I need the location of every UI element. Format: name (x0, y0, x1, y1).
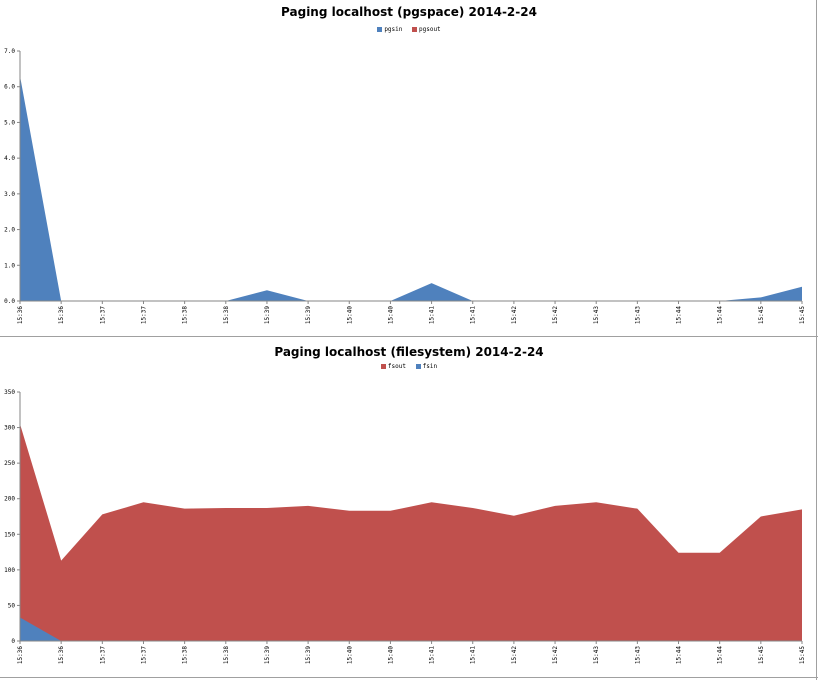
legend-swatch (380, 364, 386, 369)
x-tick-label: 15:36 (58, 646, 65, 664)
x-tick-label: 15:45 (758, 646, 765, 664)
panel-divider (0, 336, 818, 337)
y-tick-label: 5.0 (4, 119, 15, 126)
x-tick-label: 15:44 (676, 646, 683, 664)
x-tick-label: 15:44 (717, 306, 724, 324)
x-tick-label: 15:36 (17, 646, 24, 664)
panel-divider (0, 677, 818, 678)
y-tick-label: 1.0 (4, 262, 15, 269)
x-tick-label: 15:43 (593, 646, 600, 664)
legend-entry-fsin: fsin (415, 363, 438, 370)
pgspace-chart-panel: Paging localhost (pgspace) 2014-2-24 pgs… (0, 0, 818, 337)
legend-swatch (415, 364, 421, 369)
legend-swatch (412, 27, 417, 32)
legend-entry-pgsout: pgsout (412, 26, 441, 33)
x-tick-label: 15:38 (223, 306, 230, 324)
x-tick-label: 15:39 (305, 646, 312, 664)
x-tick-label: 15:38 (182, 646, 189, 664)
legend-entry-pgsin: pgsin (377, 26, 402, 33)
x-tick-label: 15:41 (470, 646, 477, 664)
x-tick-label: 15:45 (758, 306, 765, 324)
frame-border (816, 0, 817, 680)
legend-label: fsout (387, 363, 406, 370)
x-tick-label: 15:40 (346, 646, 353, 664)
y-tick-label: 4.0 (4, 155, 15, 162)
y-tick-label: 0 (11, 638, 15, 645)
x-tick-label: 15:44 (676, 306, 683, 324)
x-tick-label: 15:38 (223, 646, 230, 664)
chart-legend: fsout fsin (0, 363, 818, 370)
y-tick-label: 200 (4, 496, 15, 503)
x-tick-label: 15:36 (17, 306, 24, 324)
x-tick-label: 15:45 (799, 306, 806, 324)
x-tick-label: 15:40 (387, 646, 394, 664)
y-tick-label: 3.0 (4, 191, 15, 198)
x-tick-label: 15:37 (99, 646, 106, 664)
watermark (310, 682, 313, 696)
legend-label: pgsin (384, 26, 403, 33)
x-tick-label: 15:41 (470, 306, 477, 324)
x-tick-label: 15:36 (58, 306, 65, 324)
series-area-pgsin (20, 76, 802, 301)
x-tick-label: 15:37 (99, 306, 106, 324)
x-tick-label: 15:44 (717, 646, 724, 664)
chart-title: Paging localhost (pgspace) 2014-2-24 (281, 5, 537, 19)
x-tick-label: 15:39 (264, 646, 271, 664)
chart-legend: pgsin pgsout (0, 26, 818, 33)
y-tick-label: 0.0 (4, 298, 15, 305)
x-tick-label: 15:39 (264, 306, 271, 324)
x-tick-label: 15:40 (387, 306, 394, 324)
x-tick-label: 15:38 (182, 306, 189, 324)
filesystem-plot: 0 50 100 150 200 250 300 350 15:36 15:36 15:37 15:3… (4, 389, 806, 664)
x-tick-label: 15:40 (346, 306, 353, 324)
x-tick-label: 15:43 (593, 306, 600, 324)
y-tick-label: 300 (4, 425, 15, 432)
series-area-fsout (20, 424, 802, 641)
x-tick-label: 15:45 (799, 646, 806, 664)
x-tick-label: 15:41 (429, 306, 436, 324)
x-tick-label: 15:43 (634, 306, 641, 324)
y-tick-label: 7.0 (4, 48, 15, 55)
y-tick-label: 150 (4, 531, 15, 538)
legend-swatch (377, 27, 383, 32)
x-tick-label: 15:41 (429, 646, 436, 664)
legend-label: fsin (422, 363, 438, 370)
y-tick-label: 250 (4, 460, 15, 467)
y-tick-label: 6.0 (4, 84, 15, 91)
x-tick-label: 15:37 (140, 646, 147, 664)
pgspace-plot: 0.0 1.0 2.0 3.0 4.0 5.0 6.0 7.0 15:36 15:36 15:37 1… (4, 48, 806, 324)
y-tick-label: 100 (4, 567, 15, 574)
x-tick-label: 15:37 (140, 306, 147, 324)
legend-label: pgsout (419, 26, 441, 33)
filesystem-chart-panel: Paging localhost (filesystem) 2014-2-24 … (0, 337, 818, 677)
x-tick-label: 15:43 (634, 646, 641, 664)
chart-title: Paging localhost (filesystem) 2014-2-24 (274, 345, 544, 359)
legend-entry-fsout: fsout (380, 363, 406, 370)
x-tick-label: 15:42 (552, 306, 559, 324)
x-tick-label: 15:42 (511, 646, 518, 664)
y-tick-label: 2.0 (4, 227, 15, 234)
x-tick-label: 15:42 (552, 646, 559, 664)
y-tick-label: 50 (8, 602, 16, 609)
x-tick-label: 15:39 (305, 306, 312, 324)
y-tick-label: 350 (4, 389, 15, 396)
x-tick-label: 15:42 (511, 306, 518, 324)
